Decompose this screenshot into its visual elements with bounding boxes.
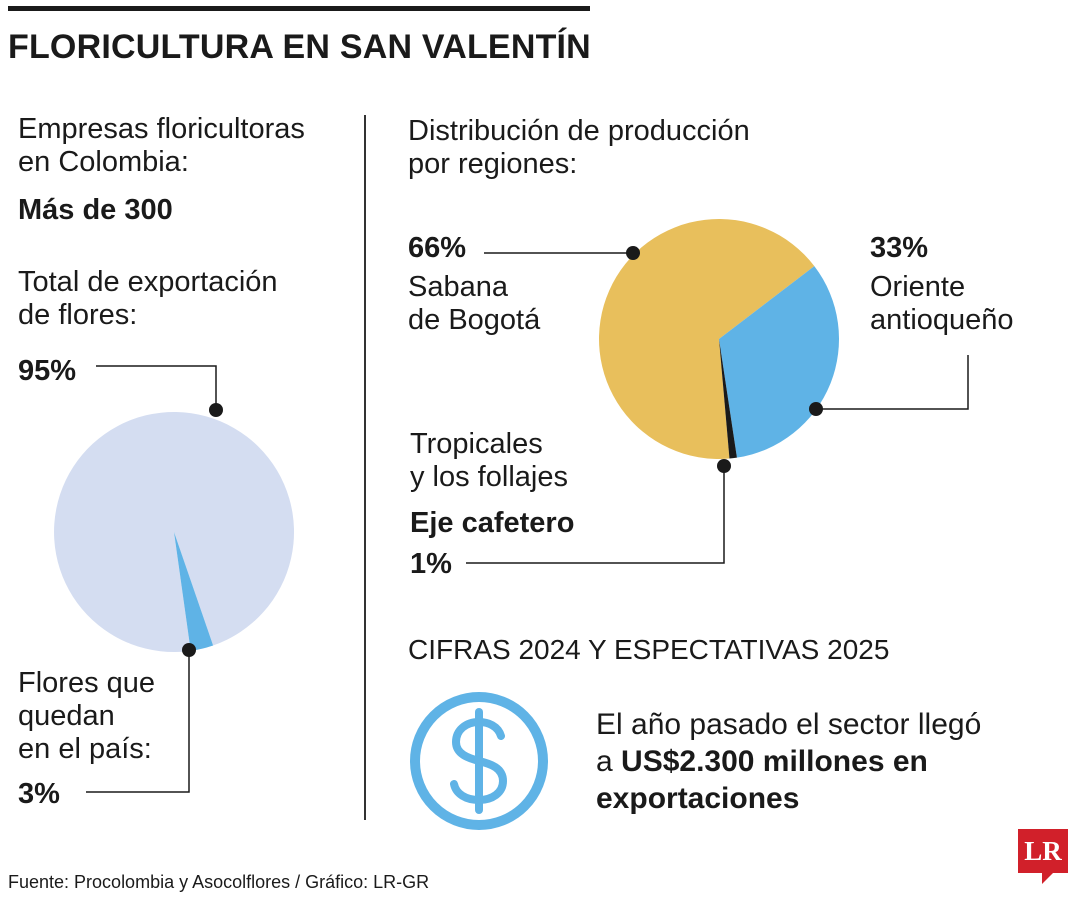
cifras-exports-word: exportaciones (596, 782, 800, 815)
sabana-label: Sabana de Bogotá (408, 271, 540, 337)
domestic-label: Flores que quedan en el país: (18, 667, 155, 766)
export-leader-line (96, 365, 217, 410)
companies-label-line: Empresas floricultoras (18, 113, 305, 145)
dollar-coin-icon (410, 692, 548, 830)
regions-pie-chart (599, 218, 840, 459)
title-bar (8, 6, 590, 11)
regions-pie-slice-1 (719, 266, 840, 458)
oriente-label: Oriente antioqueño (870, 271, 1014, 337)
eje-leader-dot (717, 459, 731, 473)
sabana-label-line: Sabana (408, 271, 508, 303)
export-label: Total de exportación de flores: (18, 266, 278, 332)
companies-label-line: en Colombia: (18, 146, 189, 178)
sabana-value: 66% (408, 232, 467, 264)
eje-leader-line (466, 466, 725, 564)
export-pie-slice-1 (174, 532, 214, 651)
domestic-leader-dot (182, 643, 196, 657)
distribution-label-line: por regiones: (408, 148, 578, 180)
domestic-label-line: quedan (18, 700, 115, 732)
cifras-amount: US$2.300 millones en (621, 745, 928, 778)
distribution-label-line: Distribución de producción (408, 115, 750, 147)
domestic-label-line: Flores que (18, 667, 156, 699)
cifras-text-prefix: a (596, 745, 622, 778)
export-value: 95% (18, 355, 77, 387)
eje-name: Eje cafetero (410, 507, 575, 539)
eje-label: Tropicales y los follajes (410, 428, 568, 494)
cifras-text-line: exportaciones (596, 780, 981, 817)
oriente-leader-line (816, 355, 969, 410)
column-divider (364, 115, 366, 820)
lr-logo-tail (1042, 872, 1054, 884)
eje-label-line: y los follajes (410, 461, 568, 493)
leader-lines (86, 246, 969, 793)
cifras-title: CIFRAS 2024 Y ESPECTATIVAS 2025 (408, 634, 890, 665)
regions-pie-slice-2 (719, 339, 737, 459)
lr-logo-icon: LR (1018, 829, 1068, 873)
sabana-label-line: de Bogotá (408, 304, 541, 336)
oriente-label-line: Oriente (870, 271, 966, 303)
cifras-text-line: El año pasado el sector llegó (596, 706, 981, 743)
export-label-line: de flores: (18, 299, 138, 331)
cifras-text: El año pasado el sector llegó a US$2.300… (596, 706, 981, 817)
domestic-value: 3% (18, 778, 60, 810)
export-pie-slice-0 (54, 411, 295, 652)
cifras-text-line1: El año pasado el sector llegó (596, 708, 982, 741)
export-leader-dot (209, 403, 223, 417)
page-title: FLORICULTURA EN SAN VALENTÍN (8, 28, 591, 66)
oriente-leader-dot (809, 402, 823, 416)
oriente-label-line: antioqueño (870, 304, 1014, 336)
source-credit: Fuente: Procolombia y Asocolflores / Grá… (8, 872, 430, 892)
sabana-leader-dot (626, 246, 640, 260)
domestic-label-line: en el país: (18, 733, 152, 765)
companies-value: Más de 300 (18, 194, 173, 226)
export-pie-chart (54, 411, 295, 652)
export-label-line: Total de exportación (18, 266, 278, 298)
oriente-value: 33% (870, 232, 929, 264)
cifras-text-line: a US$2.300 millones en (596, 743, 981, 780)
companies-label: Empresas floricultoras en Colombia: (18, 113, 305, 179)
regions-pie-slice-0 (599, 218, 815, 459)
eje-label-line: Tropicales (410, 428, 543, 460)
eje-value: 1% (410, 548, 452, 580)
distribution-label: Distribución de producción por regiones: (408, 115, 750, 181)
domestic-leader-line (86, 650, 190, 793)
